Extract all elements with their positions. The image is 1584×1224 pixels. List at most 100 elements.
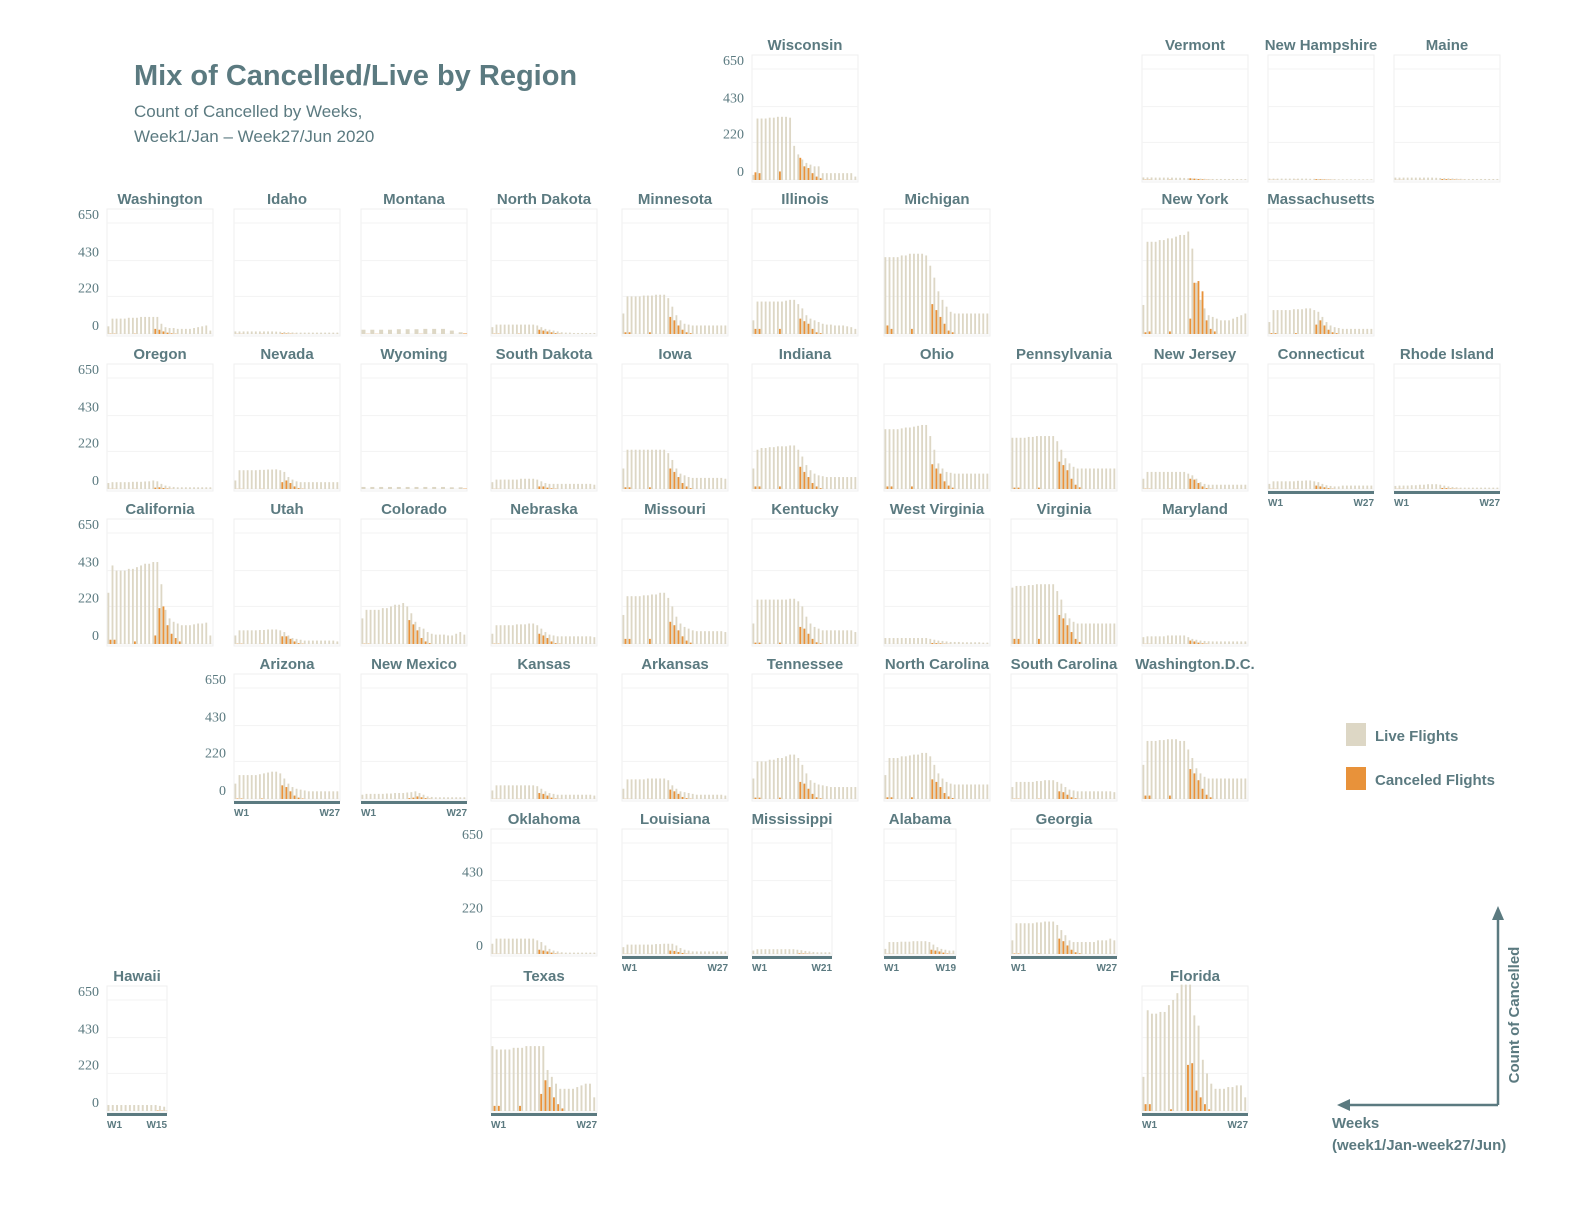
state-label: Missouri: [644, 501, 706, 518]
bar-live: [254, 331, 257, 334]
tile-frame: [621, 208, 729, 337]
tile-frame: [751, 208, 859, 337]
bar-cancelled: [1189, 640, 1192, 644]
bar-live: [546, 1070, 549, 1111]
bar-live: [1292, 481, 1295, 489]
tile-frame: [233, 518, 341, 647]
bar-cancelled: [807, 788, 810, 799]
bar-cancelled: [1197, 281, 1200, 334]
bar-live: [1467, 178, 1470, 180]
bar-live: [154, 1105, 157, 1111]
bar-live: [630, 596, 633, 644]
axis-guide-left-arrow: [1337, 1099, 1350, 1111]
tile-frame: [1393, 363, 1501, 492]
bar-live: [1224, 641, 1226, 644]
bar-live: [829, 630, 832, 644]
bar-live: [544, 483, 547, 489]
bar-cancelled: [1323, 487, 1326, 489]
bar-live: [123, 482, 126, 489]
bar-cancelled: [1058, 938, 1061, 954]
bar-live: [369, 793, 372, 799]
bar-live: [311, 640, 314, 644]
x-end-label: W21: [811, 963, 832, 974]
bar-cancelled: [178, 641, 181, 644]
bar-live: [1244, 1097, 1247, 1111]
bar-live: [1228, 641, 1230, 644]
bar-cancelled: [1197, 483, 1200, 489]
bar-live: [1031, 923, 1034, 954]
bar-live: [432, 328, 437, 334]
bar-cancelled: [673, 950, 676, 954]
bar-live: [107, 592, 110, 644]
state-tile-new-jersey: New Jersey: [1141, 346, 1249, 492]
bar-cancelled: [1449, 488, 1452, 489]
bar-live: [463, 634, 466, 644]
bar-live: [1284, 310, 1287, 334]
bar-live: [1480, 487, 1482, 489]
bar-live: [978, 313, 981, 334]
bar-live: [548, 634, 551, 644]
bar-live: [1068, 789, 1071, 799]
bar-live: [1435, 177, 1438, 180]
bar-live: [687, 628, 690, 644]
bar-live: [1060, 783, 1063, 799]
y-tick-label: 0: [737, 165, 744, 180]
bar-live: [1105, 940, 1108, 954]
bar-live: [780, 949, 783, 954]
bar-live: [929, 756, 932, 799]
bar-live: [556, 951, 559, 954]
state-label: New Jersey: [1154, 346, 1237, 363]
bar-live: [589, 636, 592, 644]
bar-live: [1048, 436, 1051, 489]
bar-live: [307, 482, 310, 489]
bar-live: [455, 797, 458, 799]
bar-live: [1418, 484, 1421, 489]
bar-live: [524, 324, 526, 334]
bar-live: [908, 253, 911, 334]
bar-live: [1191, 178, 1194, 180]
bar-live: [671, 606, 674, 644]
bar-cancelled: [1187, 1064, 1189, 1111]
bar-live: [781, 116, 783, 180]
bar-live: [1199, 773, 1202, 799]
bar-cancelled: [424, 641, 427, 644]
bar-live: [776, 949, 779, 954]
bar-live: [850, 173, 853, 180]
x-baseline: [1394, 491, 1500, 494]
bar-live: [966, 313, 968, 334]
bar-live: [119, 570, 122, 644]
bar-live: [817, 322, 820, 334]
bar-live: [515, 324, 518, 334]
bar-live: [1244, 641, 1247, 644]
bar-live: [1215, 318, 1218, 334]
bar-live: [691, 951, 694, 954]
bar-live: [209, 330, 212, 334]
bar-live: [908, 755, 911, 799]
bar-cancelled: [162, 606, 165, 644]
bar-live: [1084, 468, 1087, 489]
bar-live: [123, 570, 126, 644]
bar-live: [659, 778, 662, 799]
bar-cancelled: [649, 332, 651, 334]
state-label: New Mexico: [371, 656, 457, 673]
bar-live: [920, 941, 923, 954]
bar-live: [133, 1105, 136, 1111]
bar-live: [540, 327, 543, 334]
bar-live: [573, 794, 575, 799]
state-tile-illinois: Illinois: [751, 191, 859, 337]
bar-cancelled: [285, 480, 288, 489]
bar-live: [1325, 322, 1328, 334]
bar-cancelled: [758, 486, 761, 489]
bar-live: [336, 641, 339, 644]
bar-live: [966, 784, 968, 799]
bar-cancelled: [815, 486, 818, 489]
bar-cancelled: [758, 642, 761, 644]
bar-cancelled: [416, 630, 419, 644]
bar-live: [1015, 923, 1018, 954]
bar-live: [532, 623, 535, 644]
bar-live: [695, 477, 698, 489]
bar-live: [1072, 621, 1075, 644]
bar-live: [912, 941, 915, 954]
bar-live: [396, 329, 401, 334]
bar-live: [1309, 308, 1312, 334]
